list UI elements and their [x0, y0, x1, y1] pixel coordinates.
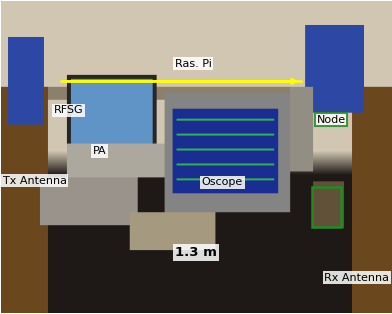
Text: Ras. Pi: Ras. Pi — [174, 58, 211, 68]
Text: Oscope: Oscope — [202, 177, 243, 187]
Text: 1.3 m: 1.3 m — [175, 246, 217, 259]
Bar — [312, 187, 341, 227]
Text: Rx Antenna: Rx Antenna — [324, 273, 389, 283]
Text: PA: PA — [93, 146, 106, 156]
Text: Node: Node — [316, 115, 346, 125]
Text: RFSG: RFSG — [53, 106, 83, 116]
Text: Tx Antenna: Tx Antenna — [3, 176, 67, 186]
